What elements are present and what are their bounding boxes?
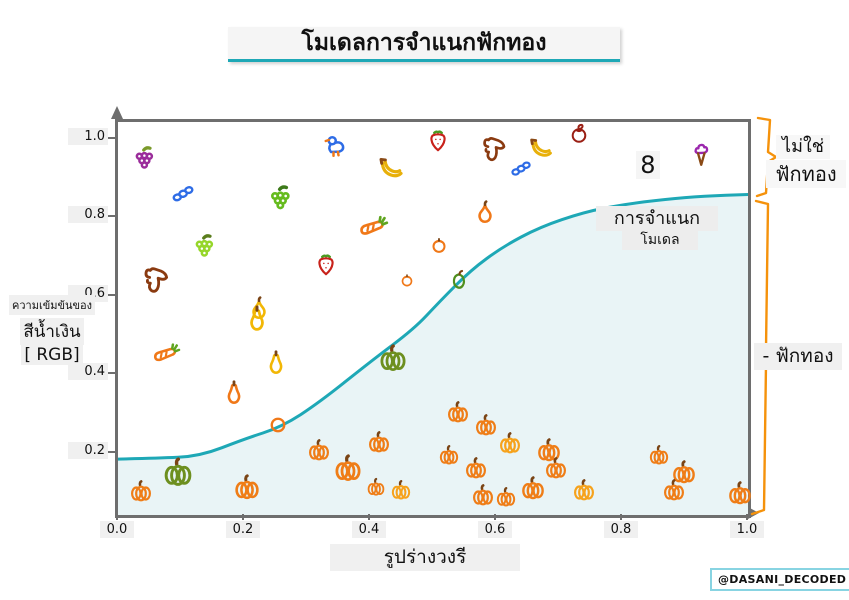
x-tick-label: 0.6 (478, 521, 512, 538)
curve-label-line1: การจำแนก (596, 206, 718, 231)
y-axis-label-line1: ความเข้มข้นของ (8, 295, 96, 315)
y-axis-label-line2: สีน้ำเงิน (20, 318, 84, 345)
x-tick-mark (116, 514, 118, 520)
y-tick-mark (108, 450, 115, 453)
x-tick-mark (620, 514, 622, 520)
decision-curve (118, 193, 748, 461)
decision-curve-canvas (118, 193, 748, 515)
x-tick-mark (494, 514, 496, 520)
y-tick-mark (108, 372, 115, 375)
y-tick-mark (108, 137, 115, 139)
not-pumpkin-label-line2: ฟักทอง (766, 160, 846, 188)
y-tick-label: 1.0 (68, 128, 108, 145)
x-tick-label: 0.2 (226, 521, 260, 538)
page-title: โมเดลการจำแนกฟักทอง (228, 27, 620, 62)
x-axis-label: รูปร่างวงรี (330, 544, 520, 571)
y-tick-mark (108, 293, 115, 296)
y-tick-label: 0.4 (68, 363, 108, 381)
y-tick-label: 0.8 (68, 206, 108, 224)
x-tick-mark (746, 514, 748, 520)
curve-label-line2: โมเดล (622, 231, 698, 250)
x-tick-label: 0.8 (604, 521, 638, 538)
not-pumpkin-label-line1: ไม่ใช่ (776, 135, 830, 159)
y-axis-label-line3: [ RGB] (21, 345, 83, 365)
y-axis-label: ความเข้มข้นของ สีน้ำเงิน [ RGB] (4, 294, 100, 365)
y-tick-mark (108, 215, 115, 218)
y-tick-label: 0.2 (68, 441, 108, 459)
x-tick-mark (368, 514, 370, 520)
x-tick-label: 1.0 (730, 521, 764, 538)
x-tick-mark (242, 514, 244, 520)
scatter-glyph-8: 8 (636, 150, 660, 179)
watermark-badge: @DASANI_DECODED (710, 568, 849, 591)
x-tick-label: 0.0 (100, 521, 134, 538)
pumpkin-region-label: - ฟักทอง (754, 343, 842, 370)
pumpkin-region-fill (118, 194, 748, 515)
x-tick-label: 0.4 (352, 521, 386, 538)
